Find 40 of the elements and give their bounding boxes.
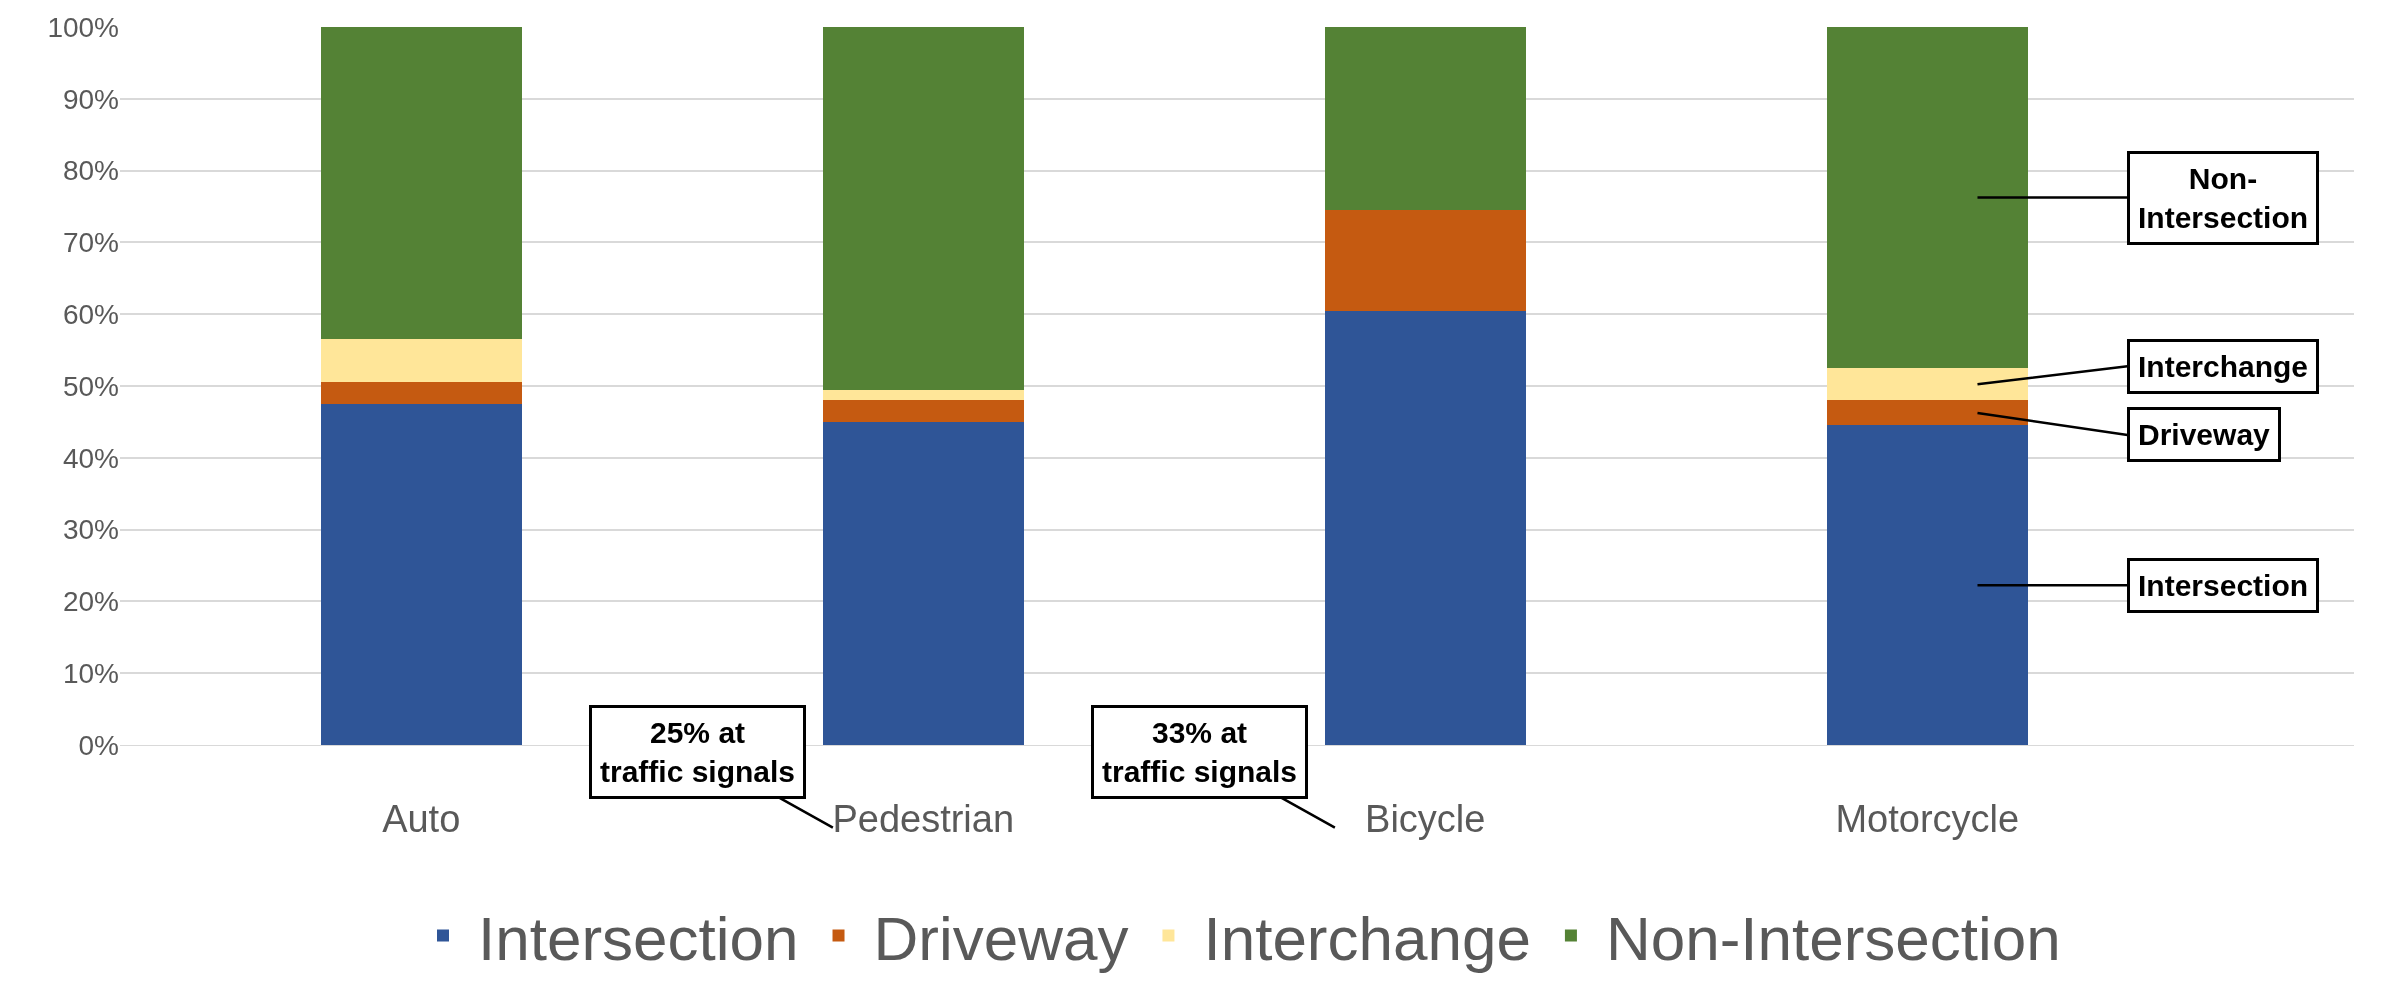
bar — [822, 27, 1024, 390]
x-tick-label: Motorcycle — [1835, 797, 2020, 840]
x-tick-label: Pedestrian — [832, 797, 1015, 840]
y-tick-label: 100% — [47, 11, 119, 43]
legend-label: Driveway — [873, 903, 1129, 973]
y-tick-label: 20% — [62, 586, 119, 618]
legend-label: Intersection — [478, 903, 799, 973]
y-tick-label: 0% — [78, 729, 119, 761]
bar — [1324, 210, 1526, 311]
bar — [320, 27, 522, 340]
y-tick-label: 10% — [62, 658, 119, 689]
bar — [320, 403, 522, 745]
annotation: Interchange — [2138, 350, 2309, 383]
y-tick-label: 90% — [62, 83, 119, 115]
bar — [1324, 310, 1526, 745]
bar — [1324, 27, 1526, 211]
y-tick-label: 60% — [62, 299, 119, 330]
bar — [1826, 27, 2028, 369]
annotation: Intersection — [2138, 569, 2309, 602]
bar — [320, 382, 522, 404]
annotation: 25% at traffic signals — [600, 716, 796, 788]
bar — [1826, 368, 2028, 401]
bar — [822, 400, 1024, 422]
annotation: 33% at traffic signals — [1102, 716, 1298, 788]
annotation: Non-Intersection — [2138, 162, 2309, 234]
bar — [1826, 400, 2028, 426]
bar — [320, 339, 522, 383]
y-tick-label: 40% — [62, 442, 119, 474]
bar — [1826, 425, 2028, 745]
bar — [822, 389, 1024, 401]
y-tick-label: 30% — [62, 514, 119, 546]
y-tick-label: 70% — [62, 227, 119, 259]
x-tick-label: Auto — [382, 797, 461, 840]
annotation: Driveway — [2138, 418, 2271, 451]
bar — [822, 421, 1024, 745]
y-tick-label: 80% — [62, 155, 119, 187]
y-tick-label: 50% — [62, 370, 119, 402]
x-tick-label: Bicycle — [1365, 797, 1486, 840]
legend-label: Interchange — [1203, 903, 1531, 973]
legend-label: Non-Intersection — [1605, 903, 2061, 973]
